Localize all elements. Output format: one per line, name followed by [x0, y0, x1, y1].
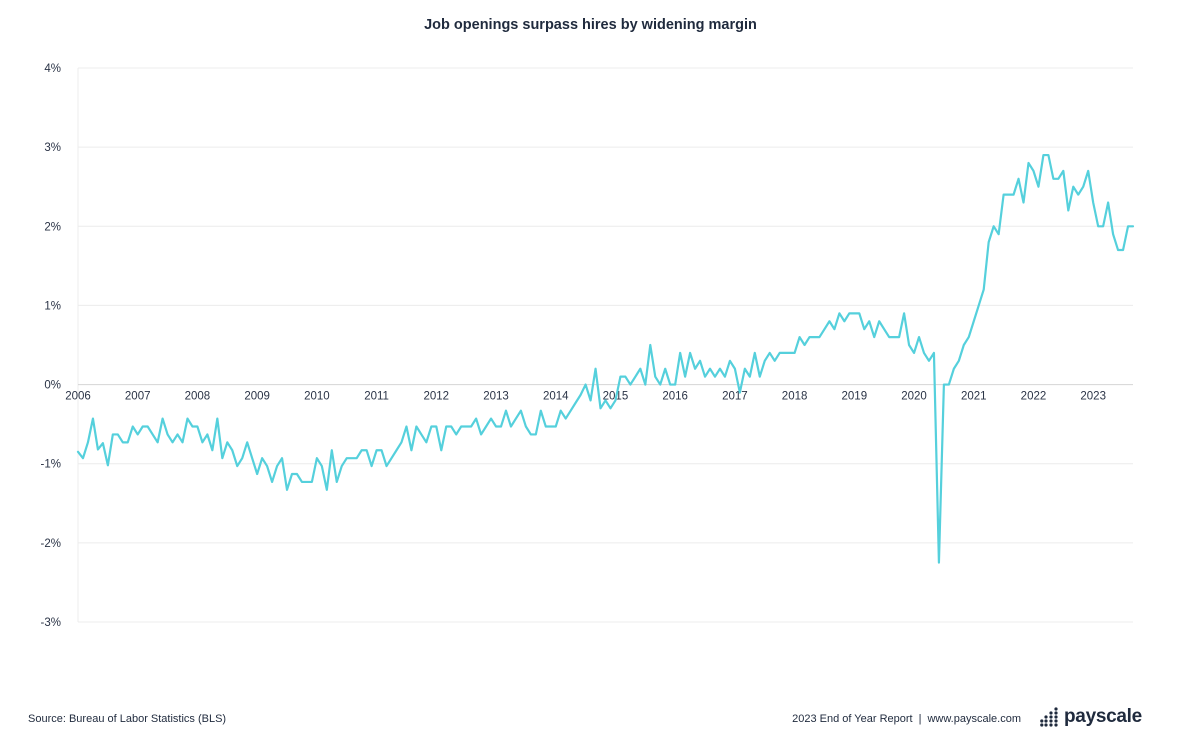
x-tick-label: 2021 [961, 391, 987, 403]
series-line [76, 153, 1135, 564]
source-note: Source: Bureau of Labor Statistics (BLS) [28, 713, 227, 725]
y-tick-label: 4% [44, 63, 61, 75]
website-link[interactable]: www.payscale.com [927, 713, 1021, 725]
x-tick-label: 2012 [424, 391, 450, 403]
x-tick-label: 2011 [364, 391, 389, 403]
x-tick-label: 2008 [185, 391, 211, 403]
y-tick-label: 3% [44, 142, 61, 154]
series-layer [76, 153, 1135, 564]
x-tick-label: 2009 [244, 391, 270, 403]
y-tick-label: 1% [44, 300, 61, 312]
x-tick-label: 2020 [901, 391, 927, 403]
report-info: 2023 End of Year Report | www.payscale.com [792, 713, 1021, 725]
logo-wordmark: payscale [1064, 706, 1142, 727]
chart-title: Job openings surpass hires by widening m… [424, 17, 757, 33]
x-tick-label: 2013 [483, 391, 509, 403]
y-tick-label: 0% [44, 380, 61, 392]
y-tick-label: 2% [44, 221, 61, 233]
report-name: 2023 End of Year Report [792, 713, 913, 725]
x-tick-label: 2017 [722, 391, 748, 403]
payscale-dots-icon [1040, 707, 1058, 727]
y-tick-label: -2% [41, 538, 61, 550]
x-tick-label: 2007 [125, 391, 151, 403]
x-tick-label: 2010 [304, 391, 330, 403]
x-tick-label: 2018 [782, 391, 808, 403]
x-tick-label: 2016 [662, 391, 688, 403]
footer-separator: | [918, 713, 922, 725]
grid-lines [77, 67, 1133, 623]
y-tick-label: -3% [41, 617, 61, 629]
x-tick-label: 2022 [1021, 391, 1047, 403]
y-axis-ticks: 4% 3% 2% 1% 0% -1% -2% -3% [41, 63, 61, 629]
x-tick-label: 2014 [543, 391, 569, 403]
x-tick-label: 2023 [1080, 391, 1106, 403]
x-tick-label: 2006 [65, 391, 91, 403]
y-tick-label: -1% [41, 459, 61, 471]
x-axis-ticks: 2006 2007 2008 2009 2010 2011 2012 2013 2014 2015… [65, 391, 1106, 403]
payscale-logo: payscale [1040, 704, 1142, 730]
x-tick-label: 2019 [842, 391, 868, 403]
